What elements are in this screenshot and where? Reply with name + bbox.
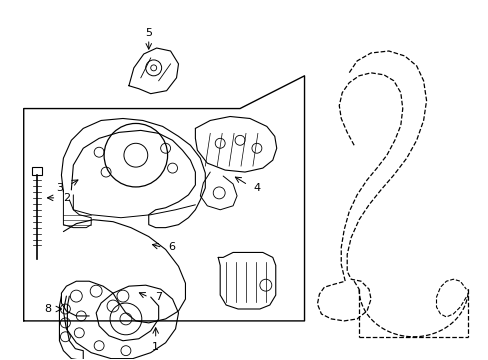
Text: 8: 8 <box>44 304 51 314</box>
Text: 3: 3 <box>56 183 63 193</box>
Text: 6: 6 <box>168 243 175 252</box>
Bar <box>32 167 41 175</box>
Text: 5: 5 <box>145 28 152 38</box>
Text: 2: 2 <box>63 193 70 203</box>
Text: 7: 7 <box>154 292 162 302</box>
Text: 1: 1 <box>152 342 159 352</box>
Text: 4: 4 <box>253 183 261 193</box>
